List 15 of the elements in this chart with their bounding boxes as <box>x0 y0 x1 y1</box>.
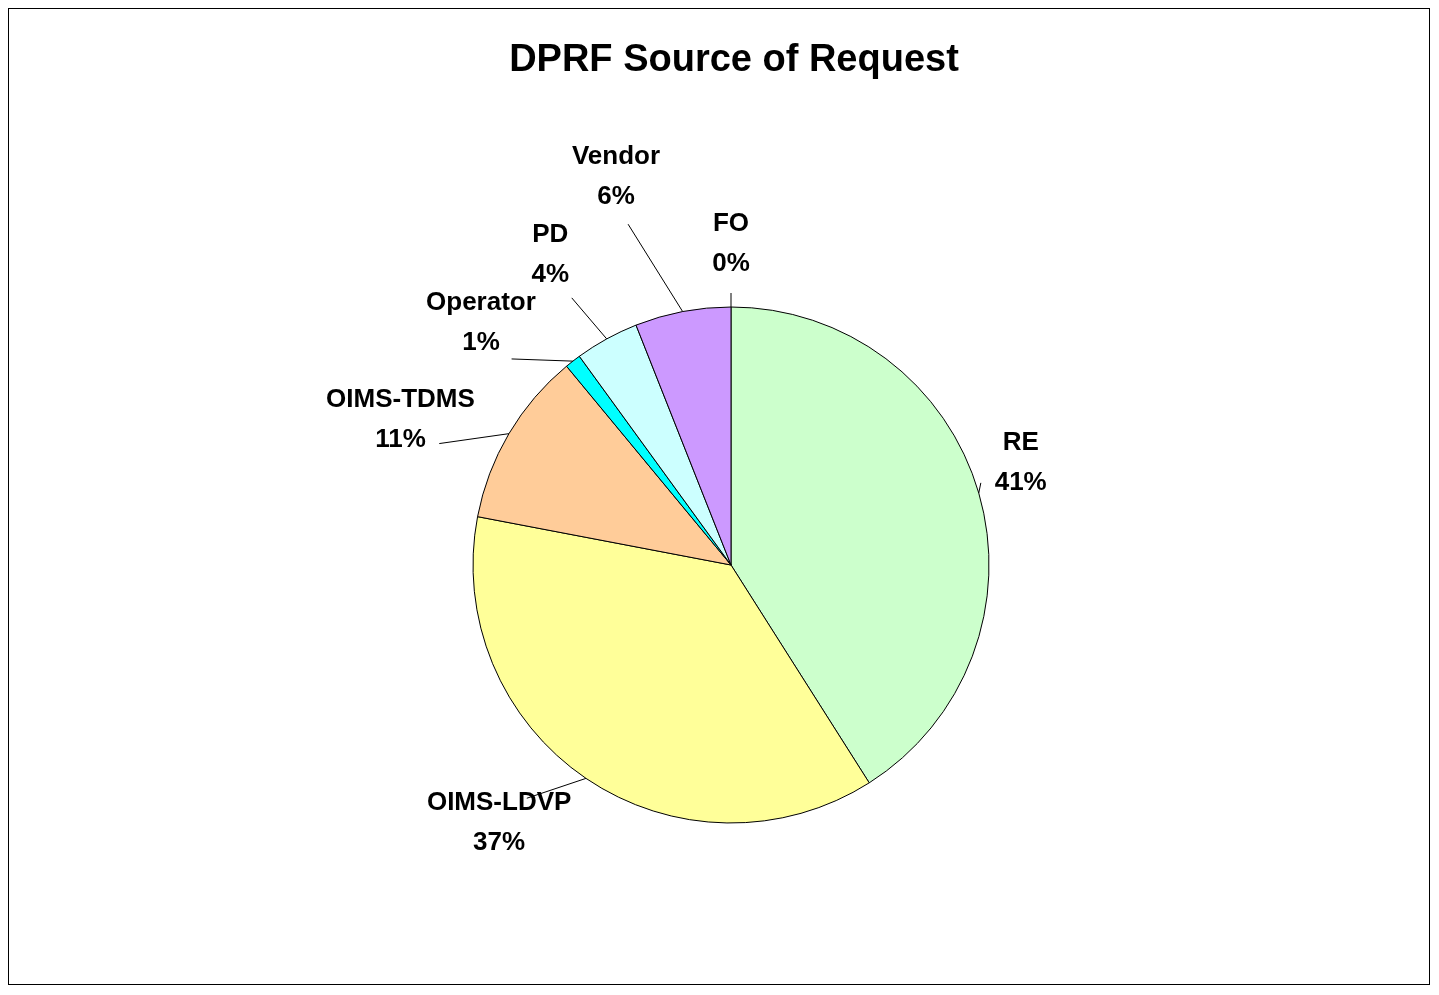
slice-label: Vendor <box>571 139 661 170</box>
data-label: 37% <box>473 825 526 856</box>
category-label: FO <box>712 207 750 237</box>
data-label: 6% <box>597 179 635 210</box>
slice-label: Operator <box>426 286 536 317</box>
slice-label: OIMS-TDMS <box>326 383 475 414</box>
text: 0% <box>712 247 750 277</box>
data-label: 1% <box>462 326 500 357</box>
chart-title: DPRF Source of Request <box>509 37 960 79</box>
slice-label: OIMS-LDVP <box>426 785 572 816</box>
data-label: 4% <box>531 257 570 288</box>
slice-label: RE <box>1002 425 1039 456</box>
data-label: 41% <box>994 465 1047 496</box>
data-label: 11% <box>375 423 426 454</box>
slice-label: PD <box>532 217 569 248</box>
